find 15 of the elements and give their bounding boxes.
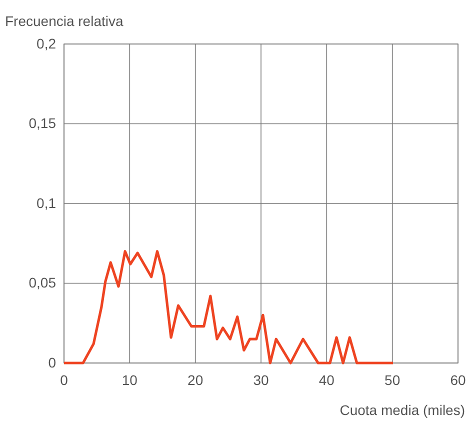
x-tick-label: 30 bbox=[253, 372, 269, 388]
y-axis-title: Frecuencia relativa bbox=[5, 13, 124, 29]
line-series bbox=[62, 250, 394, 364]
y-tick-label: 0,05 bbox=[28, 274, 56, 291]
x-tick-label: 0 bbox=[60, 372, 68, 388]
y-tick-label: 0,2 bbox=[36, 35, 56, 52]
x-tick-label: 20 bbox=[188, 372, 204, 388]
y-tick-label: 0,15 bbox=[28, 115, 56, 132]
x-tick-label: 60 bbox=[450, 372, 466, 388]
x-tick-label: 40 bbox=[318, 372, 335, 388]
x-axis-title: Cuota media (miles) bbox=[340, 402, 465, 418]
y-tick-label: 0 bbox=[48, 354, 56, 370]
x-tick-label: 50 bbox=[384, 372, 400, 388]
x-tick-label: 10 bbox=[122, 372, 138, 388]
y-tick-label: 0,1 bbox=[36, 194, 56, 211]
